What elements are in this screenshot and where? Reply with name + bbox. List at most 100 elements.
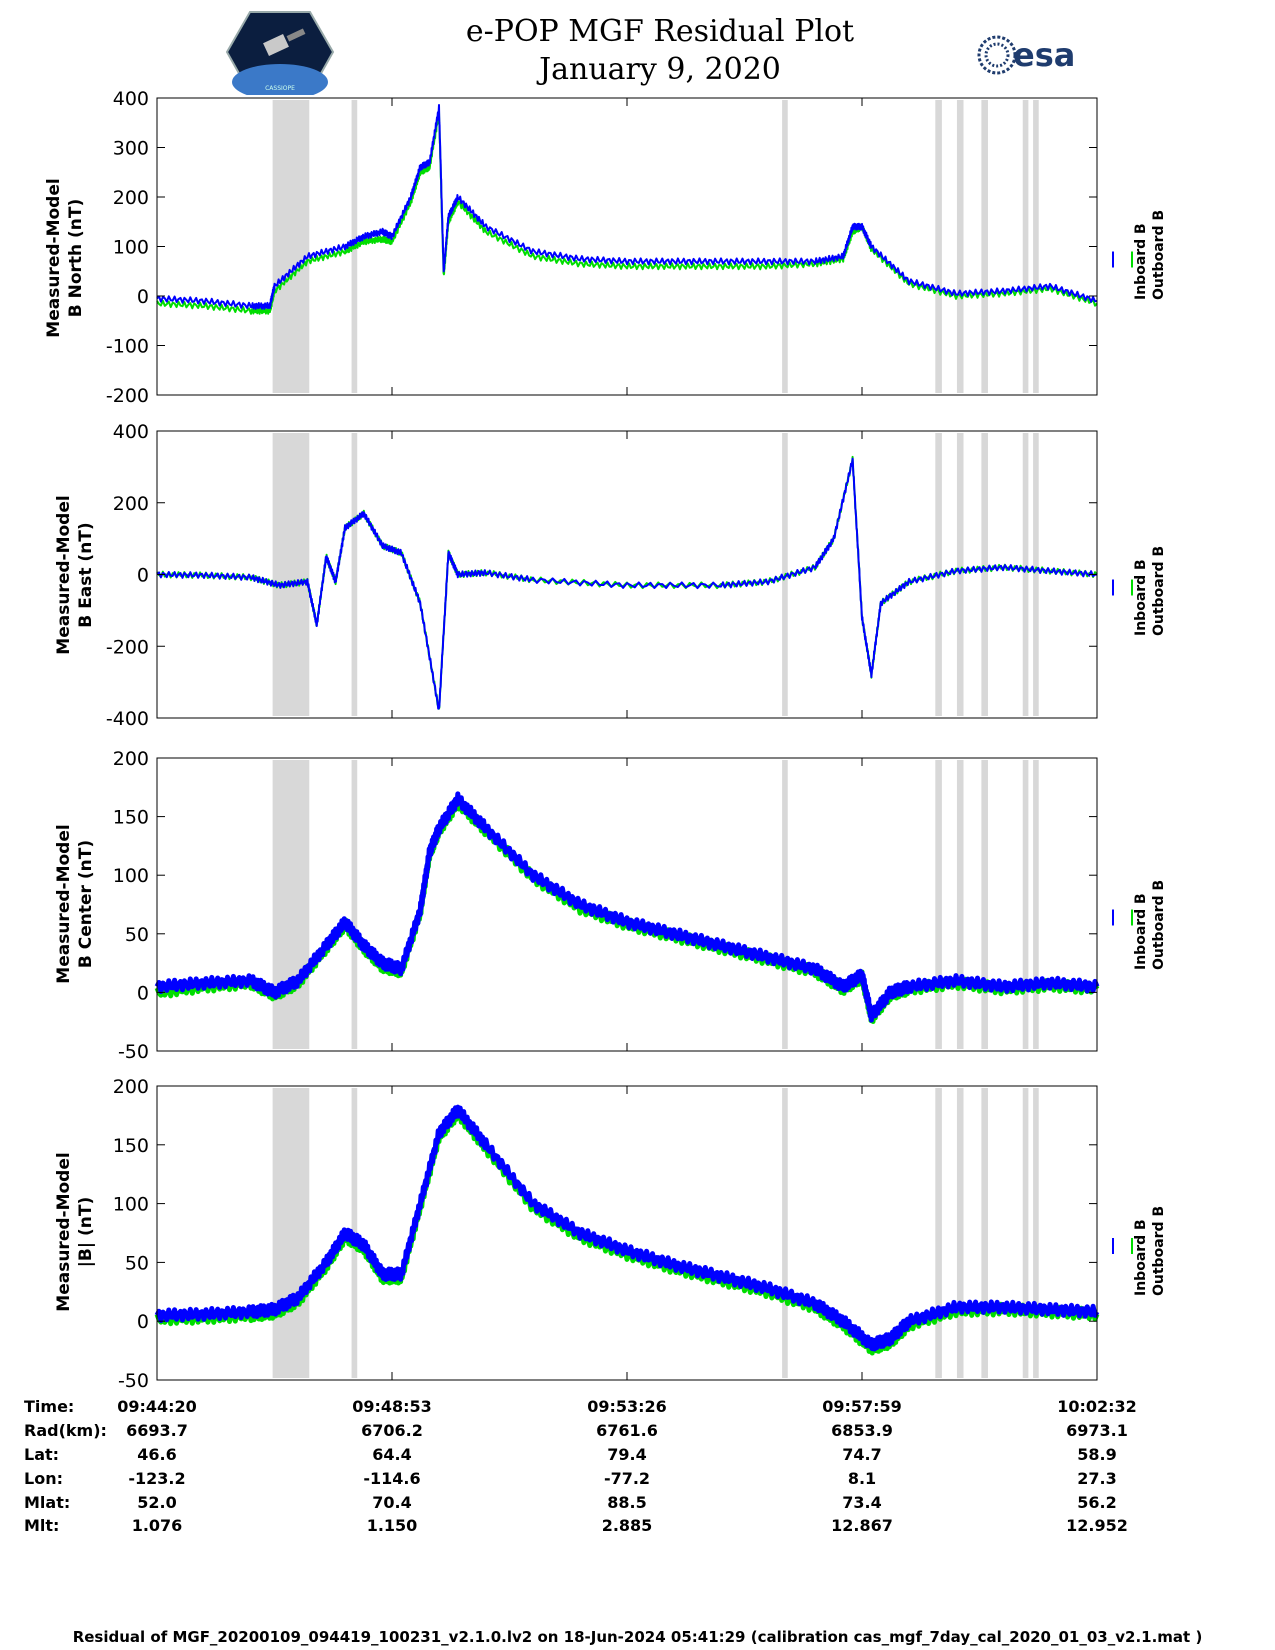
table-cell: 74.7 (842, 1445, 882, 1464)
table-cell: 1.150 (366, 1516, 418, 1535)
table-cell: 70.4 (372, 1493, 412, 1512)
table-cell: -114.6 (363, 1469, 421, 1488)
data-gap-shade (272, 433, 310, 716)
data-gap-shade (981, 433, 988, 716)
table-cell: 6706.2 (361, 1421, 423, 1440)
table-cell: 09:53:26 (587, 1397, 667, 1416)
data-gap-shade (935, 1088, 942, 1378)
legend-outboard: Outboard B (1151, 1205, 1167, 1296)
y-tick-label: 200 (113, 1076, 149, 1098)
table-cell: 46.6 (137, 1445, 177, 1464)
series-line-inboard (156, 457, 1098, 710)
y-tick-label: 200 (113, 493, 149, 515)
table-cell: 56.2 (1077, 1493, 1117, 1512)
table-cell: 64.4 (372, 1445, 412, 1464)
data-gap-shade (351, 433, 358, 716)
series-line-inboard (154, 1104, 1100, 1352)
table-cell: 6853.9 (831, 1421, 893, 1440)
data-gap-shade (956, 433, 964, 716)
table-cell: 2.885 (601, 1516, 653, 1535)
table-row-label: Mlat: (24, 1493, 71, 1512)
y-tick-label: 0 (137, 286, 149, 308)
y-tick-label: 100 (113, 237, 149, 259)
y-tick-label: -100 (106, 336, 149, 358)
panel1-ylabel: Measured-Model B North (nT) (44, 178, 86, 338)
y-tick-label: -50 (118, 1041, 149, 1063)
y-tick-label: 0 (137, 982, 149, 1004)
y-tick-label: 200 (113, 187, 149, 209)
y-tick-label: 0 (137, 1311, 149, 1333)
y-tick-label: -50 (118, 1370, 149, 1392)
footer-caption: Residual of MGF_20200109_094419_100231_v… (72, 1628, 1203, 1646)
y-tick-label: 200 (113, 748, 149, 770)
legend-inboard: Inboard B (1133, 1219, 1149, 1296)
panel-3: 200 150 100 50 0 -50 (113, 748, 1133, 1063)
table-cell: 09:57:59 (822, 1397, 902, 1416)
legend-outboard: Outboard B (1151, 545, 1167, 636)
data-gap-shade (1022, 760, 1029, 1049)
table-cell: 09:48:53 (352, 1397, 432, 1416)
data-gap-shade (981, 760, 988, 1049)
table-cell: 58.9 (1077, 1445, 1117, 1464)
legend-inboard: Inboard B (1133, 893, 1149, 970)
data-gap-shade (272, 760, 310, 1049)
table-row-label: Rad(km): (24, 1421, 107, 1440)
y-tick-label: -200 (106, 385, 149, 407)
legend-outboard: Outboard B (1151, 879, 1167, 970)
table-cell: -77.2 (603, 1469, 651, 1488)
data-gap-shade (935, 100, 942, 393)
svg-text:CASSIOPE: CASSIOPE (265, 85, 295, 92)
data-gap-shade (935, 760, 942, 1049)
data-gap-shade (1033, 100, 1039, 393)
chart-title-line2: January 9, 2020 (539, 52, 781, 87)
table-cell: 79.4 (607, 1445, 647, 1464)
y-tick-label: 100 (113, 865, 149, 887)
table-row-label: Lon: (24, 1469, 63, 1488)
y-tick-label: 400 (113, 421, 149, 443)
panel2-legend: Inboard B Outboard B (1132, 536, 1168, 636)
table-cell: 6973.1 (1066, 1421, 1128, 1440)
svg-text:esa: esa (1013, 36, 1075, 74)
table-cell: 12.952 (1066, 1516, 1128, 1535)
panel-2: 400 200 0 -200 -400 (106, 421, 1133, 730)
data-gap-shade (1033, 760, 1039, 1049)
y-tick-label: 300 (113, 138, 149, 160)
y-tick-label: -200 (106, 636, 149, 658)
y-tick-label: 100 (113, 1194, 149, 1216)
panel3-legend: Inboard B Outboard B (1132, 870, 1168, 970)
data-gap-shade (272, 1088, 310, 1378)
data-gap-shade (782, 1088, 788, 1378)
data-gap-shade (272, 100, 310, 393)
table-cell: -123.2 (128, 1469, 186, 1488)
legend-inboard: Inboard B (1133, 559, 1149, 636)
esa-logo-icon: esa (977, 35, 1075, 75)
data-gap-shade (782, 100, 788, 393)
panel4-legend: Inboard B Outboard B (1132, 1196, 1168, 1296)
table-cell: 52.0 (137, 1493, 177, 1512)
panel1-legend: Inboard B Outboard B (1132, 200, 1168, 300)
table-row-label: Lat: (24, 1445, 60, 1464)
data-gap-shade (981, 1088, 988, 1378)
y-tick-label: 50 (125, 1252, 149, 1274)
table-cell: 8.1 (847, 1469, 877, 1488)
table-cell: 73.4 (842, 1493, 882, 1512)
data-gap-shade (351, 760, 358, 1049)
y-tick-label: 400 (113, 88, 149, 110)
table-cell: 27.3 (1077, 1469, 1117, 1488)
panel-4: 200 150 100 50 0 -50 (113, 1076, 1133, 1392)
table-cell: 09:44:20 (117, 1397, 197, 1416)
series-line-inboard (154, 791, 1100, 1023)
panel-1: 400 300 200 100 0 -100 -200 (106, 88, 1133, 407)
y-tick-label: 0 (137, 565, 149, 587)
data-gap-shade (1033, 1088, 1039, 1378)
series-line-outboard (156, 109, 1098, 315)
data-gap-shade (1022, 100, 1029, 393)
series-line-inboard (156, 104, 1098, 310)
panel2-ylabel: Measured-Model B East (nT) (54, 495, 96, 655)
table-cell: 6761.6 (596, 1421, 658, 1440)
data-gap-shade (956, 760, 964, 1049)
y-tick-label: 150 (113, 1135, 149, 1157)
y-tick-label: -400 (106, 708, 149, 730)
table-cell: 1.076 (131, 1516, 183, 1535)
table-row-label: Mlt: (24, 1516, 60, 1535)
